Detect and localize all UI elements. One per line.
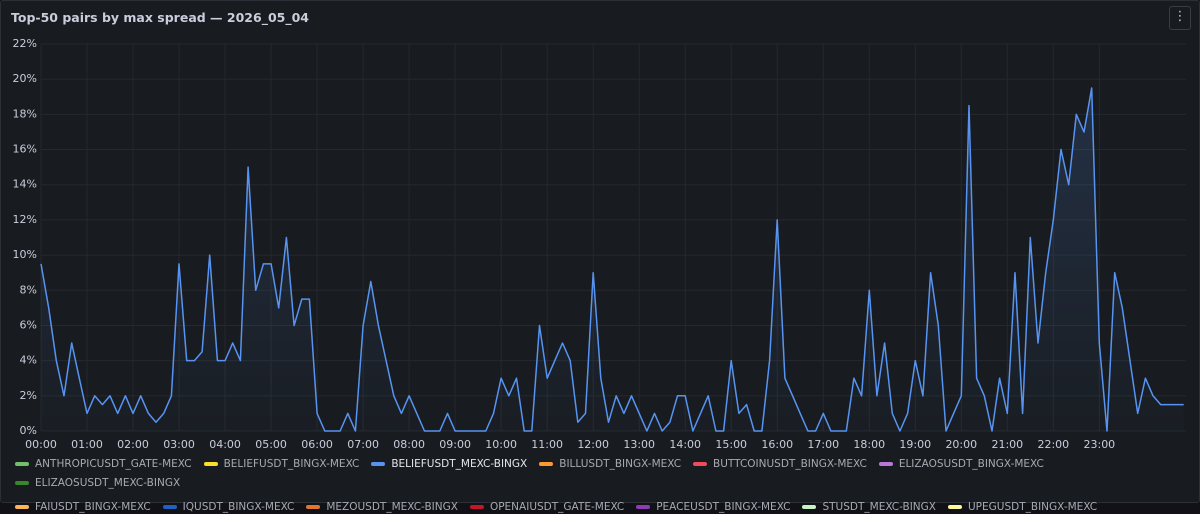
legend-swatch	[15, 462, 29, 466]
legend-swatch	[636, 505, 651, 509]
y-tick-label: 16%	[13, 143, 37, 156]
legend-label: BELIEFUSDT_BINGX-MEXC	[223, 458, 360, 470]
line	[40, 87, 1184, 432]
legend-swatch	[693, 462, 708, 466]
x-tick-label: 19:00	[899, 438, 931, 451]
legend-swatch	[371, 462, 386, 466]
legend-item[interactable]: MEZOUSDT_MEXC-BINGX	[306, 500, 458, 514]
x-tick-label: 06:00	[301, 438, 333, 451]
x-tick-label: 15:00	[715, 438, 747, 451]
legend-item[interactable]: ELIZAOSUSDT_MEXC-BINGX	[15, 476, 180, 490]
x-tick-label: 12:00	[577, 438, 609, 451]
chart: 0% 2% 4% 6% 8% 10% 12% 14% 16% 18% 20% 22% 00:00 01:0…	[13, 37, 1186, 451]
panel-title: Top-50 pairs by max spread — 2026_05_04	[11, 10, 309, 25]
x-tick-label: 23:00	[1083, 438, 1115, 451]
legend-item[interactable]: STUSDT_MEXC-BINGX	[802, 500, 936, 514]
x-tick-label: 17:00	[807, 438, 839, 451]
x-tick-label: 16:00	[761, 438, 793, 451]
legend-item[interactable]: UPEGUSDT_BINGX-MEXC	[947, 500, 1097, 514]
legend-item[interactable]: BILLUSDT_BINGX-MEXC	[539, 457, 681, 471]
y-tick-label: 2%	[20, 389, 37, 402]
legend-item[interactable]: ANTHROPICUSDT_GATE-MEXC	[15, 457, 192, 471]
legend-item[interactable]: ELIZAOSUSDT_BINGX-MEXC	[878, 457, 1044, 471]
y-tick-label: 14%	[13, 178, 37, 191]
x-tick-label: 03:00	[163, 438, 195, 451]
x-tick-label: 21:00	[991, 438, 1023, 451]
legend-swatch	[469, 505, 484, 509]
area	[41, 88, 1184, 431]
x-tick-label: 08:00	[393, 438, 425, 451]
x-tick-label: 20:00	[945, 438, 977, 451]
legend-label: BILLUSDT_BINGX-MEXC	[559, 458, 682, 470]
x-tick-label: 09:00	[439, 438, 471, 451]
y-tick-label: 10%	[13, 248, 37, 261]
x-tick-label: 07:00	[347, 438, 379, 451]
y-tick-label: 12%	[13, 213, 37, 226]
x-tick-label: 11:00	[531, 438, 563, 451]
x-tick-label: 10:00	[485, 438, 517, 451]
legend-swatch	[947, 505, 962, 509]
y-tick-label: 20%	[13, 72, 37, 85]
legend-item[interactable]: BUTTCOINUSDT_BINGX-MEXC	[693, 457, 867, 471]
y-tick-label: 18%	[13, 107, 37, 120]
x-tick-label: 14:00	[669, 438, 701, 451]
legend-label: BELIEFUSDT_MEXC-BINGX	[391, 458, 528, 470]
legend-swatch	[539, 462, 554, 466]
x-tick-label: 05:00	[255, 438, 287, 451]
legend-label: ELIZAOSUSDT_BINGX-MEXC	[898, 458, 1044, 470]
legend-swatch	[203, 462, 218, 466]
legend-item[interactable]: FAIUSDT_BINGX-MEXC	[15, 500, 151, 514]
panel-menu[interactable]: ⋮	[1169, 6, 1191, 30]
x-tick-label: 00:00	[25, 438, 57, 451]
legend-label: BUTTCOINUSDT_BINGX-MEXC	[713, 458, 867, 470]
legend: ANTHROPICUSDT_GATE-MEXC BELIEFUSDT_BINGX-…	[15, 457, 1185, 514]
x-tick-label: 13:00	[623, 438, 655, 451]
y-tick-label: 8%	[20, 283, 37, 296]
x-tick-label: 22:00	[1037, 438, 1069, 451]
legend-item[interactable]: BELIEFUSDT_MEXC-BINGX	[371, 457, 527, 471]
y-tick-label: 6%	[20, 318, 37, 331]
legend-item[interactable]: OPENAIUSDT_GATE-MEXC	[469, 500, 624, 514]
x-tick-label: 18:00	[853, 438, 885, 451]
x-tick-label: 04:00	[209, 438, 241, 451]
legend-swatch	[306, 505, 321, 509]
legend-item[interactable]: BELIEFUSDT_BINGX-MEXC	[203, 457, 360, 471]
legend-label: ANTHROPICUSDT_GATE-MEXC	[35, 458, 192, 470]
legend-item[interactable]: PEACEUSDT_BINGX-MEXC	[636, 500, 790, 514]
x-tick-label: 02:00	[117, 438, 149, 451]
legend-swatch	[878, 462, 893, 466]
legend-swatch	[802, 505, 817, 509]
legend-item[interactable]: IQUSDT_BINGX-MEXC	[162, 500, 294, 514]
legend-swatch	[162, 505, 177, 509]
x-tick-label: 01:00	[71, 438, 103, 451]
legend-swatch	[15, 505, 29, 509]
legend-swatch	[15, 481, 29, 485]
y-tick-label: 0%	[20, 424, 37, 437]
y-tick-label: 22%	[13, 37, 37, 50]
legend-label: ELIZAOSUSDT_MEXC-BINGX	[35, 477, 181, 489]
y-tick-label: 4%	[20, 354, 37, 367]
